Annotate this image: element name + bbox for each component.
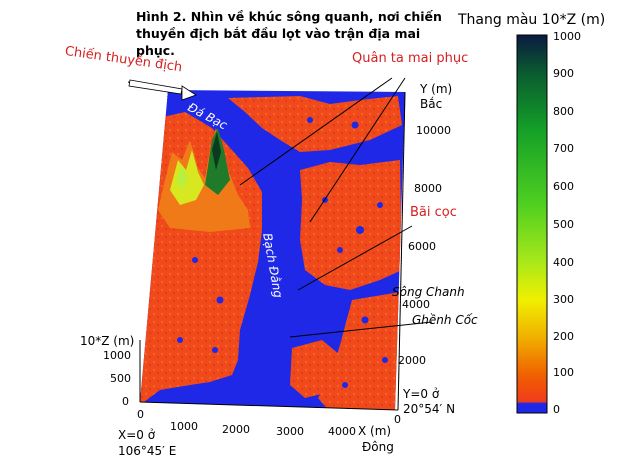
colorbar-tick: 600 [553, 180, 574, 193]
y-origin-line1: Y=0 ở [403, 387, 440, 401]
colorbar-tick: 900 [553, 67, 574, 80]
z-tick: 0 [122, 395, 129, 408]
z-tick: 1000 [103, 349, 131, 362]
colorbar-tick: 0 [553, 403, 560, 416]
x-origin-line2: 106°45′ E [118, 444, 177, 458]
colorbar-gradient [516, 34, 548, 414]
x-tick: 0 [137, 408, 144, 421]
figure-title: Hình 2. Nhìn về khúc sông quanh, nơi chi… [136, 8, 456, 59]
land-east-mid [300, 160, 402, 290]
y-tick: 0 [394, 413, 401, 426]
east-label: Đông [362, 440, 394, 454]
colorbar-tick: 400 [553, 256, 574, 269]
enemy-arrow [127, 79, 197, 101]
x-tick: 3000 [276, 425, 304, 438]
z-tick: 500 [110, 372, 131, 385]
annotation-lines [239, 77, 433, 338]
mountains [158, 128, 250, 232]
y-tick: 6000 [408, 240, 436, 253]
label-ambush: Quân ta mai phục [352, 51, 469, 66]
x-tick: 1000 [170, 420, 198, 433]
figure-title-line2: thuyền địch bắt đầu lọt vào trận địa mai… [136, 26, 421, 58]
colorbar-tick: 500 [553, 218, 574, 231]
y-tick: 10000 [416, 124, 451, 137]
colorbar-tick: 1000 [553, 30, 581, 43]
y-origin-line2: 20°54′ N [403, 402, 456, 416]
x-axis-label: X (m) [358, 424, 392, 438]
north-label: Bắc [420, 97, 443, 111]
land-northeast [228, 96, 402, 152]
y-tick: 4000 [402, 298, 430, 311]
colorbar-tick: 700 [553, 142, 574, 155]
land-south [290, 340, 345, 398]
z-axis-label: 10*Z (m) [80, 334, 135, 348]
land-east-low [318, 292, 400, 410]
colorbar-tick: 200 [553, 330, 574, 343]
axes-lines [139, 91, 406, 411]
figure-title-line1: Hình 2. Nhìn về khúc sông quanh, nơi chi… [136, 9, 442, 24]
y-axis-label: Y (m) [420, 82, 453, 96]
colorbar-tick: 800 [553, 105, 574, 118]
colorbar-tick: 300 [553, 293, 574, 306]
y-tick: 2000 [398, 354, 426, 367]
x-origin-line1: X=0 ở [118, 428, 156, 442]
x-tick: 4000 [328, 425, 356, 438]
colorbar-tick: 100 [553, 366, 574, 379]
label-stakes: Bãi cọc [410, 205, 457, 220]
label-ghenh-coc: Ghềnh Cốc [412, 313, 478, 327]
colorbar-title: Thang màu 10*Z (m) [458, 12, 606, 28]
x-tick: 2000 [222, 423, 250, 436]
label-song-chanh: Sông Chanh [392, 285, 465, 299]
y-tick: 8000 [414, 182, 442, 195]
